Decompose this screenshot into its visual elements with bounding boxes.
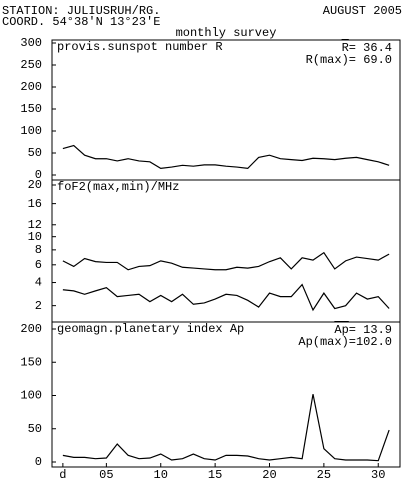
panel-frame: [51, 321, 401, 468]
panel-title: geomagn.planetary index Ap: [57, 322, 244, 336]
panel-title: foF2(max,min)/MHz: [57, 180, 179, 194]
y-tick-label: 150: [20, 102, 42, 116]
y-tick-label: 0: [35, 168, 42, 182]
x-tick-label: 20: [262, 468, 276, 480]
x-tick-label: 30: [371, 468, 385, 480]
y-tick-label: 6: [35, 258, 42, 272]
max-label: Ap(max)=102.0: [298, 335, 392, 349]
y-tick-label: 16: [28, 197, 42, 211]
y-tick-label: 200: [20, 322, 42, 336]
y-tick-label: 50: [28, 146, 42, 160]
y-tick-label: 10: [28, 230, 42, 244]
series-line: [62, 283, 390, 312]
subtitle: monthly survey: [176, 26, 277, 40]
y-tick-label: 150: [20, 355, 42, 369]
mean-label: Ap= 13.9: [334, 323, 392, 337]
mean-symbol: R: [342, 41, 349, 55]
series-line: [62, 144, 390, 170]
y-tick-label: 12: [28, 218, 42, 232]
series-line: [62, 251, 390, 271]
y-tick-label: 100: [20, 124, 42, 138]
mean-value: = 36.4: [349, 41, 392, 55]
station: STATION: JULIUSRUH/RG.: [2, 4, 160, 18]
mean-value: = 13.9: [349, 323, 392, 337]
panel-frame: [51, 179, 401, 323]
y-tick-label: 0: [35, 455, 42, 469]
mean-symbol: Ap: [334, 323, 348, 337]
mean-label: R= 36.4: [342, 41, 392, 55]
coord: COORD. 54°38'N 13°23'E: [2, 15, 160, 29]
y-tick-label: 8: [35, 243, 42, 257]
y-tick-label: 50: [28, 422, 42, 436]
x-tick-label: d: [59, 468, 66, 480]
panel-title: provis.sunspot number R: [57, 40, 223, 54]
y-tick-label: 200: [20, 80, 42, 94]
y-tick-label: 4: [35, 276, 42, 290]
max-label: R(max)= 69.0: [306, 53, 392, 67]
x-tick-label: 10: [154, 468, 168, 480]
x-tick-label: 15: [208, 468, 222, 480]
x-tick-label: 25: [317, 468, 331, 480]
period: AUGUST 2005: [323, 4, 402, 18]
x-tick-label: 05: [99, 468, 113, 480]
y-tick-label: 250: [20, 58, 42, 72]
y-tick-label: 2: [35, 299, 42, 313]
y-tick-label: 20: [28, 178, 42, 192]
y-tick-label: 100: [20, 389, 42, 403]
y-tick-label: 300: [20, 36, 42, 50]
series-line: [62, 394, 390, 462]
